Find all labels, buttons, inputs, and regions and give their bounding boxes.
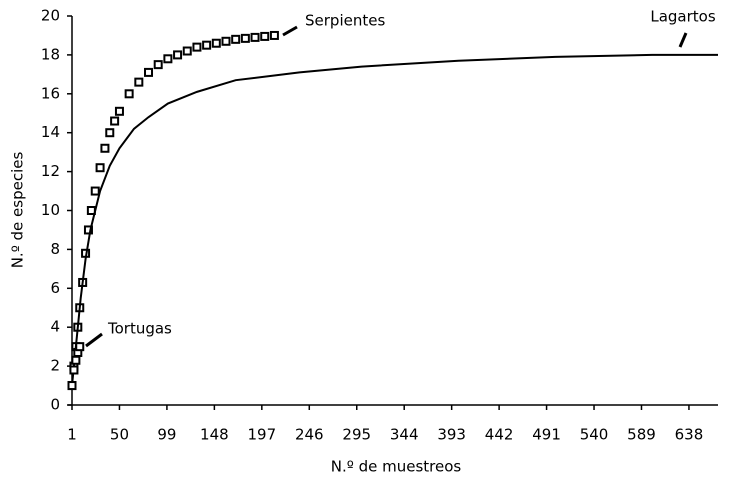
- series-line: [71, 53, 718, 386]
- x-tick-label: 246: [295, 426, 324, 444]
- x-tick-label: 1: [67, 426, 77, 444]
- y-tick-label: 2: [50, 357, 60, 375]
- x-tick-label: 638: [675, 426, 704, 444]
- leader-line: [678, 32, 688, 48]
- data-point: [221, 36, 231, 46]
- y-tick-label: 16: [41, 84, 60, 102]
- data-point: [163, 54, 173, 64]
- data-point: [173, 50, 183, 60]
- x-tick-label: 589: [627, 426, 656, 444]
- data-point: [105, 128, 115, 138]
- data-point: [269, 30, 279, 40]
- data-point: [69, 365, 79, 375]
- x-tick-label: 393: [437, 426, 466, 444]
- data-point: [110, 116, 120, 126]
- x-tick-label: 491: [532, 426, 561, 444]
- x-tick-label: 295: [342, 426, 371, 444]
- y-tick-label: 4: [50, 318, 60, 336]
- data-point: [71, 355, 81, 365]
- data-point: [95, 163, 105, 173]
- data-point: [260, 31, 270, 41]
- x-tick-label: 540: [580, 426, 609, 444]
- data-point: [134, 77, 144, 87]
- y-axis-label: N.º de especies: [9, 152, 27, 269]
- data-point: [231, 34, 241, 44]
- x-tick-label: 99: [157, 426, 176, 444]
- data-point: [240, 33, 250, 43]
- y-tick-label: 14: [41, 123, 60, 141]
- leader-line: [282, 25, 298, 37]
- series-label: Lagartos: [650, 8, 715, 26]
- data-point: [67, 381, 77, 391]
- y-tick-label: 6: [50, 279, 60, 297]
- data-point: [90, 186, 100, 196]
- y-tick-label: 0: [50, 396, 60, 414]
- data-point: [114, 106, 124, 116]
- series-label: Tortugas: [107, 320, 172, 338]
- y-tick-label: 18: [41, 45, 60, 63]
- data-point: [250, 32, 260, 42]
- x-tick-label: 344: [390, 426, 419, 444]
- leader-line: [85, 332, 103, 348]
- series-label: Serpientes: [305, 12, 385, 30]
- y-tick-label: 20: [41, 7, 60, 25]
- data-point: [211, 38, 221, 48]
- x-tick-label: 442: [485, 426, 514, 444]
- data-point: [100, 143, 110, 153]
- data-point: [75, 342, 85, 352]
- x-tick-label: 197: [248, 426, 277, 444]
- y-tick-label: 12: [41, 162, 60, 180]
- y-tick-label: 8: [50, 240, 60, 258]
- data-point: [83, 225, 93, 235]
- y-tick-label: 10: [41, 201, 60, 219]
- data-point: [144, 67, 154, 77]
- data-point: [202, 40, 212, 50]
- x-tick-label: 148: [200, 426, 229, 444]
- x-tick-label: 50: [110, 426, 129, 444]
- x-axis-label: N.º de muestreos: [331, 458, 462, 476]
- data-point: [153, 60, 163, 70]
- data-point: [182, 46, 192, 56]
- data-point: [124, 89, 134, 99]
- data-point: [192, 42, 202, 52]
